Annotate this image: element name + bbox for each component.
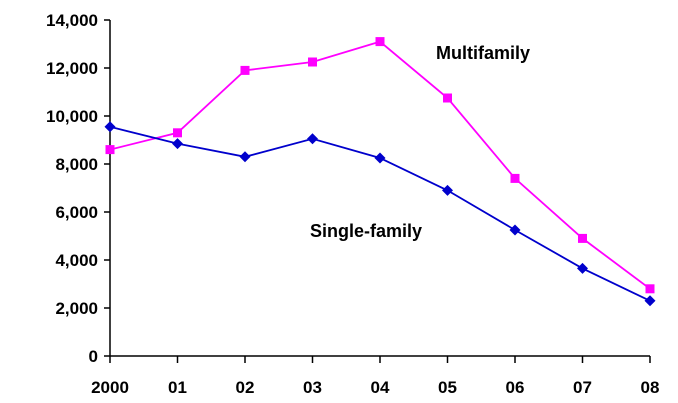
- data-point-single-family: [374, 152, 386, 164]
- data-point-multifamily: [105, 145, 115, 155]
- y-tick-label: 4,000: [55, 251, 98, 270]
- labels-layer: Multifamily Single-family: [310, 43, 530, 241]
- y-tick-label: 10,000: [46, 107, 98, 126]
- data-point-multifamily: [173, 128, 182, 138]
- data-point-multifamily: [308, 57, 317, 67]
- axes: 0 2,000 4,000 6,000 8,000 10,000 12,000 14,000 2…: [46, 11, 659, 397]
- data-point-single-family: [104, 121, 116, 133]
- data-point-multifamily: [443, 93, 452, 103]
- data-point-single-family: [442, 184, 453, 196]
- y-tick-label: 6,000: [55, 203, 98, 222]
- x-tick-label: 02: [236, 378, 255, 397]
- data-point-single-family: [577, 262, 588, 274]
- series-label-multifamily: Multifamily: [436, 43, 530, 63]
- series-layer: [104, 37, 656, 307]
- data-point-single-family: [307, 133, 318, 145]
- y-tick-label: 14,000: [46, 11, 98, 30]
- x-tick-label: 05: [438, 378, 457, 397]
- data-point-multifamily: [240, 65, 250, 75]
- data-point-single-family: [172, 138, 183, 150]
- x-tick-label: 08: [641, 378, 660, 397]
- data-point-multifamily: [578, 233, 587, 243]
- x-tick-label: 01: [168, 378, 187, 397]
- data-point-single-family: [239, 151, 251, 163]
- y-tick-label: 12,000: [46, 59, 98, 78]
- data-point-multifamily: [645, 284, 655, 294]
- x-tick-label: 06: [506, 378, 525, 397]
- data-point-multifamily: [375, 37, 385, 47]
- series-multifamily: [105, 37, 655, 294]
- x-tick-label: 03: [303, 378, 322, 397]
- x-tick-label: 07: [573, 378, 592, 397]
- y-tick-label: 2,000: [55, 299, 98, 318]
- data-point-single-family: [509, 224, 521, 236]
- y-tick-label: 0: [89, 347, 98, 366]
- series-line-multifamily: [109, 40, 651, 290]
- x-tick-label: 2000: [91, 378, 129, 397]
- y-tick-label: 8,000: [55, 155, 98, 174]
- series-label-single-family: Single-family: [310, 221, 422, 241]
- data-point-single-family: [644, 295, 656, 307]
- series-single-family: [104, 121, 656, 307]
- x-tick-label: 04: [371, 378, 390, 397]
- data-point-multifamily: [510, 173, 520, 183]
